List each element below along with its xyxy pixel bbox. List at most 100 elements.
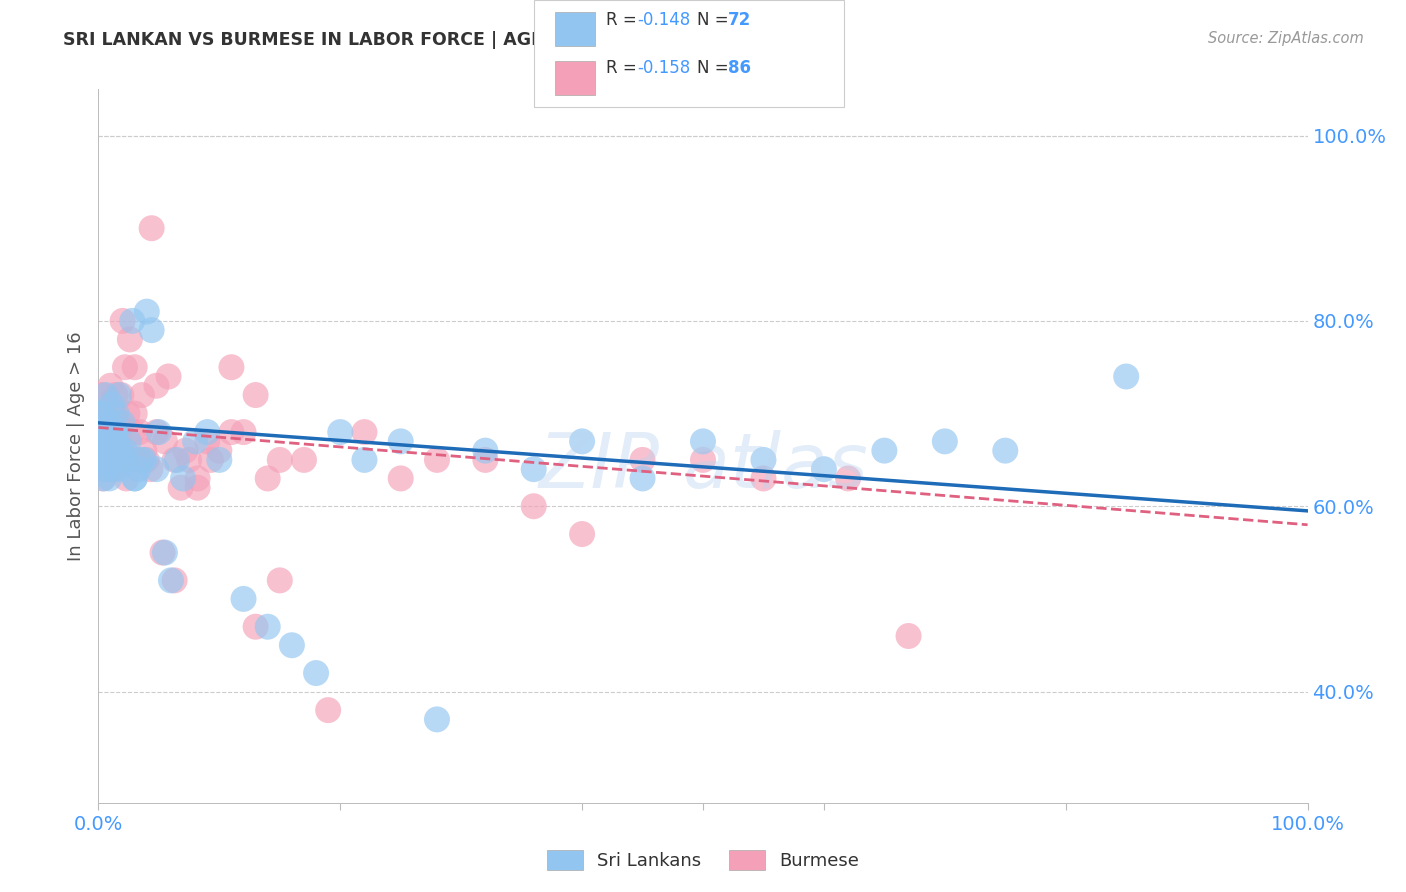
Point [316,703,339,717]
Point [96,425,118,439]
Point [98,443,121,458]
Point [179,453,201,467]
Point [232,591,254,606]
Point [934,434,956,449]
Point [269,453,291,467]
Point [221,360,243,375]
Point [91,453,114,467]
Point [100,453,122,467]
Point [163,574,186,588]
Point [100,397,122,411]
Point [135,304,157,318]
Point [389,434,412,449]
Point [94,462,117,476]
Point [105,434,128,449]
Point [101,425,124,439]
Point [111,443,134,458]
Point [353,453,375,467]
Point [813,462,835,476]
Point [111,314,134,328]
Point [100,453,122,467]
Point [127,462,149,476]
Point [752,453,775,467]
Text: R =: R = [606,59,643,77]
Point [121,425,143,439]
Point [100,453,122,467]
Point [245,388,267,402]
Point [97,425,120,439]
Point [100,378,122,392]
Point [148,425,170,439]
Point [107,453,129,467]
Point [115,471,138,485]
Point [104,388,127,402]
Point [91,407,114,421]
Point [571,434,593,449]
Point [107,434,129,449]
Point [1115,369,1137,384]
Point [897,629,920,643]
Point [353,425,375,439]
Point [114,443,136,458]
Point [281,638,304,652]
Text: N =: N = [697,11,734,29]
Point [174,443,197,458]
Point [89,425,111,439]
Point [269,574,291,588]
Point [89,425,111,439]
Text: 86: 86 [728,59,751,77]
Point [94,462,117,476]
Point [91,416,114,430]
Point [108,443,131,458]
Point [139,462,162,476]
Point [208,453,231,467]
Point [153,545,176,559]
Point [93,397,115,411]
Point [426,712,449,726]
Point [184,434,207,449]
Point [103,407,125,421]
Text: SRI LANKAN VS BURMESE IN LABOR FORCE | AGE > 16 CORRELATION CHART: SRI LANKAN VS BURMESE IN LABOR FORCE | A… [63,31,808,49]
Point [91,407,114,421]
Point [111,416,134,430]
Point [98,443,121,458]
Point [221,425,243,439]
Point [117,407,139,421]
Point [692,434,714,449]
Point [153,434,176,449]
Point [163,453,186,467]
Point [145,378,167,392]
Point [474,443,496,458]
Point [110,388,132,402]
Point [90,453,112,467]
Point [97,434,120,449]
Point [94,416,117,430]
Point [101,425,124,439]
Point [91,471,114,485]
Point [104,425,127,439]
Point [94,388,117,402]
Point [108,453,131,467]
Point [523,500,546,514]
Point [124,471,146,485]
Text: Source: ZipAtlas.com: Source: ZipAtlas.com [1208,31,1364,46]
Y-axis label: In Labor Force | Age > 16: In Labor Force | Age > 16 [66,331,84,561]
Point [166,453,188,467]
Point [245,620,267,634]
Point [172,471,194,485]
Point [145,462,167,476]
Point [195,434,218,449]
Point [134,443,156,458]
Point [124,360,146,375]
Point [118,453,141,467]
Point [114,360,136,375]
Point [187,481,209,495]
Point [208,443,231,458]
Point [107,462,129,476]
Point [108,388,131,402]
Point [631,471,654,485]
Point [127,453,149,467]
Legend: Sri Lankans, Burmese: Sri Lankans, Burmese [538,840,868,880]
Point [134,453,156,467]
Point [124,407,146,421]
